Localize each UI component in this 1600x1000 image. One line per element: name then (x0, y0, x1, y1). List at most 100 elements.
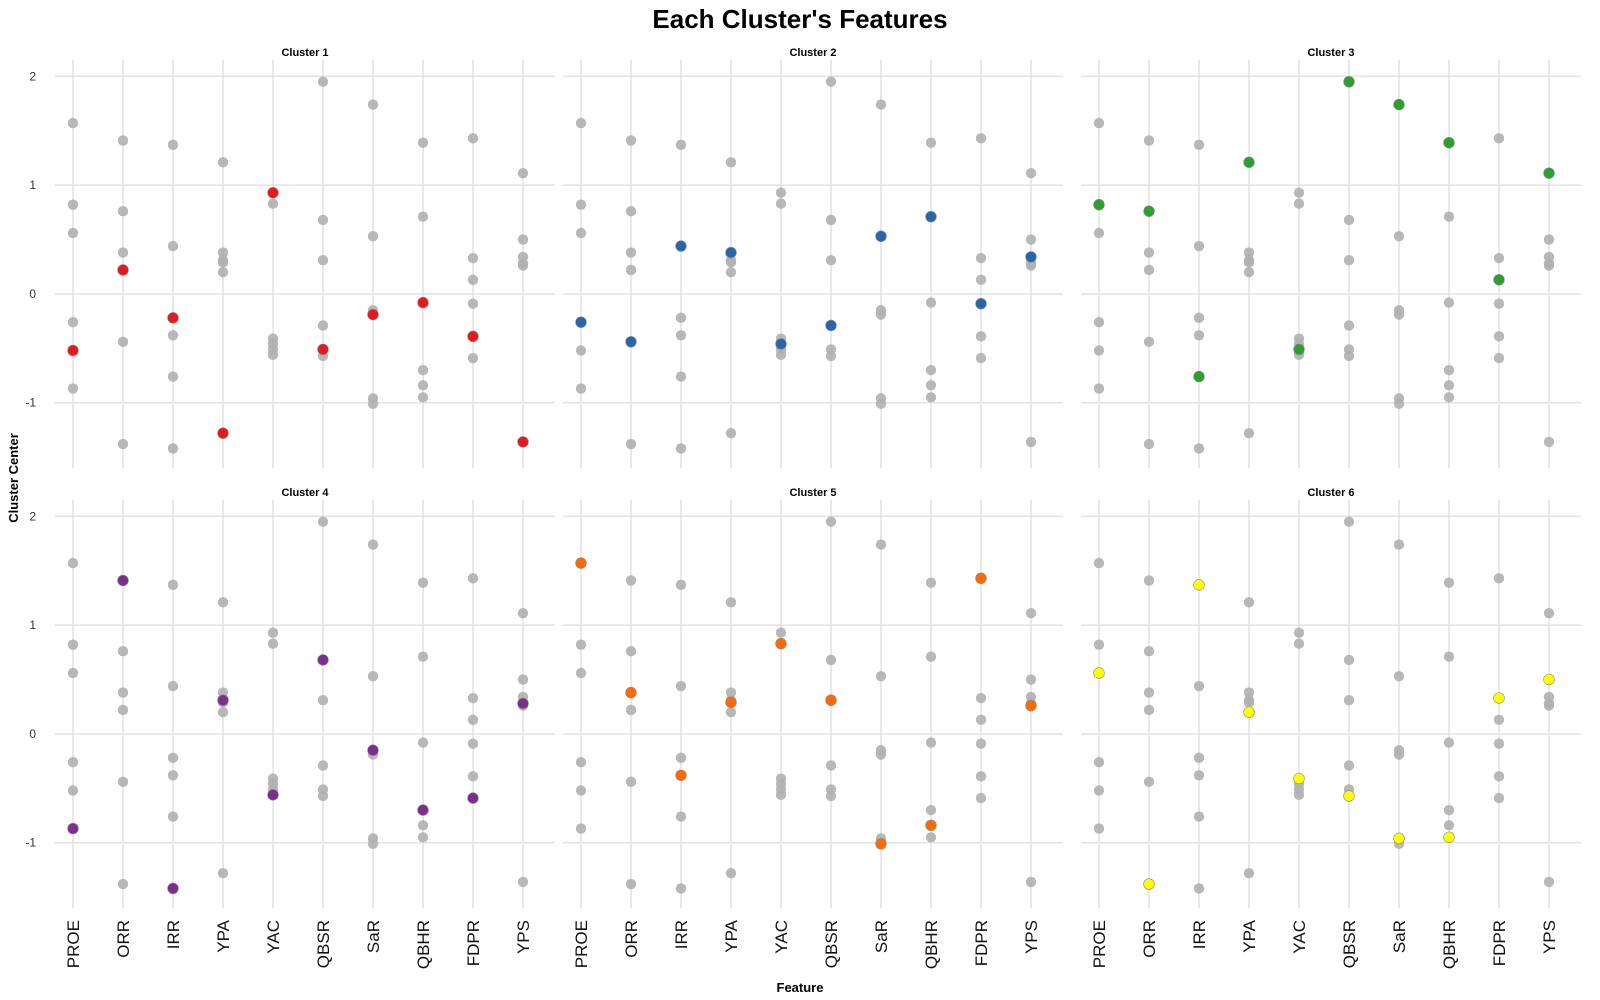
background-point (467, 298, 479, 309)
background-point (267, 638, 279, 649)
background-point (675, 752, 687, 764)
background-point (1143, 704, 1155, 716)
background-point (1093, 117, 1105, 129)
x-axis-title: Feature (777, 980, 824, 995)
cluster-point-proe (67, 822, 79, 835)
background-point (625, 646, 637, 657)
panel-cluster-1: Cluster 1 -1 0 1 2 (25, 47, 555, 468)
background-point (317, 320, 329, 331)
background-point (417, 577, 429, 588)
background-point (1025, 167, 1037, 179)
background-point (1343, 320, 1355, 331)
background-point (975, 692, 987, 704)
y-tick-label: 1 (29, 618, 36, 632)
background-point (725, 867, 737, 879)
cluster-point-qbhr (1443, 136, 1455, 149)
background-point (725, 257, 737, 268)
background-point (875, 305, 887, 316)
panel-cluster-6: Cluster 6 PROE ORR IRR YPA YAC QBSR SaR QBHR FDPR… (1081, 487, 1581, 969)
x-tick-label: ORR (114, 920, 133, 958)
cluster-point-qbhr (925, 210, 937, 223)
cluster-point-qbhr (925, 819, 937, 832)
background-point (625, 575, 637, 586)
background-point (875, 671, 887, 682)
background-point (925, 804, 937, 816)
background-point (725, 706, 737, 718)
background-point (67, 639, 79, 650)
background-point (1243, 687, 1255, 698)
background-point (925, 137, 937, 148)
background-point (1293, 187, 1305, 198)
background-point (975, 738, 987, 749)
background-point (217, 157, 229, 168)
cluster-point-proe (67, 344, 79, 357)
cluster-point-irr (167, 882, 179, 895)
background-point (1493, 352, 1505, 364)
background-point (317, 516, 329, 527)
background-point (117, 438, 129, 450)
background-point (1243, 247, 1255, 258)
x-tick-label: SaR (872, 920, 891, 953)
cluster-point-yps (517, 436, 529, 448)
background-point (775, 789, 787, 801)
background-point (1443, 804, 1455, 816)
background-point (1393, 671, 1405, 682)
background-point (1443, 380, 1455, 391)
background-point (1493, 792, 1505, 804)
cluster-point-qbsr (825, 694, 837, 706)
x-tick-label: YPA (214, 919, 233, 952)
background-point (167, 680, 179, 692)
background-point (1143, 336, 1155, 347)
panel-title: Cluster 6 (1307, 487, 1354, 499)
background-point (1193, 240, 1205, 252)
background-point (1193, 770, 1205, 781)
background-point (167, 579, 179, 591)
background-point (1193, 811, 1205, 822)
background-point (67, 317, 79, 328)
background-point (517, 260, 529, 271)
background-point (367, 539, 379, 550)
background-point (575, 345, 587, 356)
cluster-point-sar (367, 308, 379, 321)
background-point (1543, 607, 1555, 619)
background-point (417, 211, 429, 222)
background-point (317, 760, 329, 771)
background-point (1193, 330, 1205, 341)
y-tick-label: 2 (29, 509, 36, 523)
background-point (417, 137, 429, 148)
background-point (417, 737, 429, 748)
cluster-point-yac (775, 637, 787, 650)
background-point (1193, 883, 1205, 894)
background-point (367, 231, 379, 242)
background-point (575, 757, 587, 768)
x-tick-label: FDPR (464, 920, 483, 966)
background-point (1443, 392, 1455, 403)
cluster-point-sar (1393, 832, 1405, 845)
background-point (1093, 639, 1105, 650)
x-tick-label: YPS (514, 920, 533, 954)
background-point (1293, 789, 1305, 801)
background-point (67, 383, 79, 394)
cluster-point-yps (1025, 251, 1037, 263)
background-point (1093, 227, 1105, 239)
background-point (1443, 364, 1455, 376)
background-point (167, 443, 179, 454)
cluster-point-irr (675, 240, 687, 252)
cluster-point-qbhr (417, 804, 429, 816)
background-point (1093, 345, 1105, 356)
background-point (1243, 597, 1255, 608)
background-point (925, 380, 937, 391)
background-point (167, 811, 179, 822)
x-tick-label: PROE (64, 920, 83, 968)
cluster-point-orr (625, 336, 637, 348)
background-point (575, 823, 587, 834)
panel-cluster-5: Cluster 5 PROE ORR IRR YPA YAC QBSR SaR QBHR FDPR… (563, 487, 1063, 969)
x-tick-label: QBSR (822, 920, 841, 968)
background-point (825, 760, 837, 771)
cluster-point-yac (267, 187, 279, 199)
background-point (167, 139, 179, 151)
cluster-point-proe (575, 316, 587, 328)
background-point (675, 371, 687, 382)
background-point (117, 646, 129, 657)
